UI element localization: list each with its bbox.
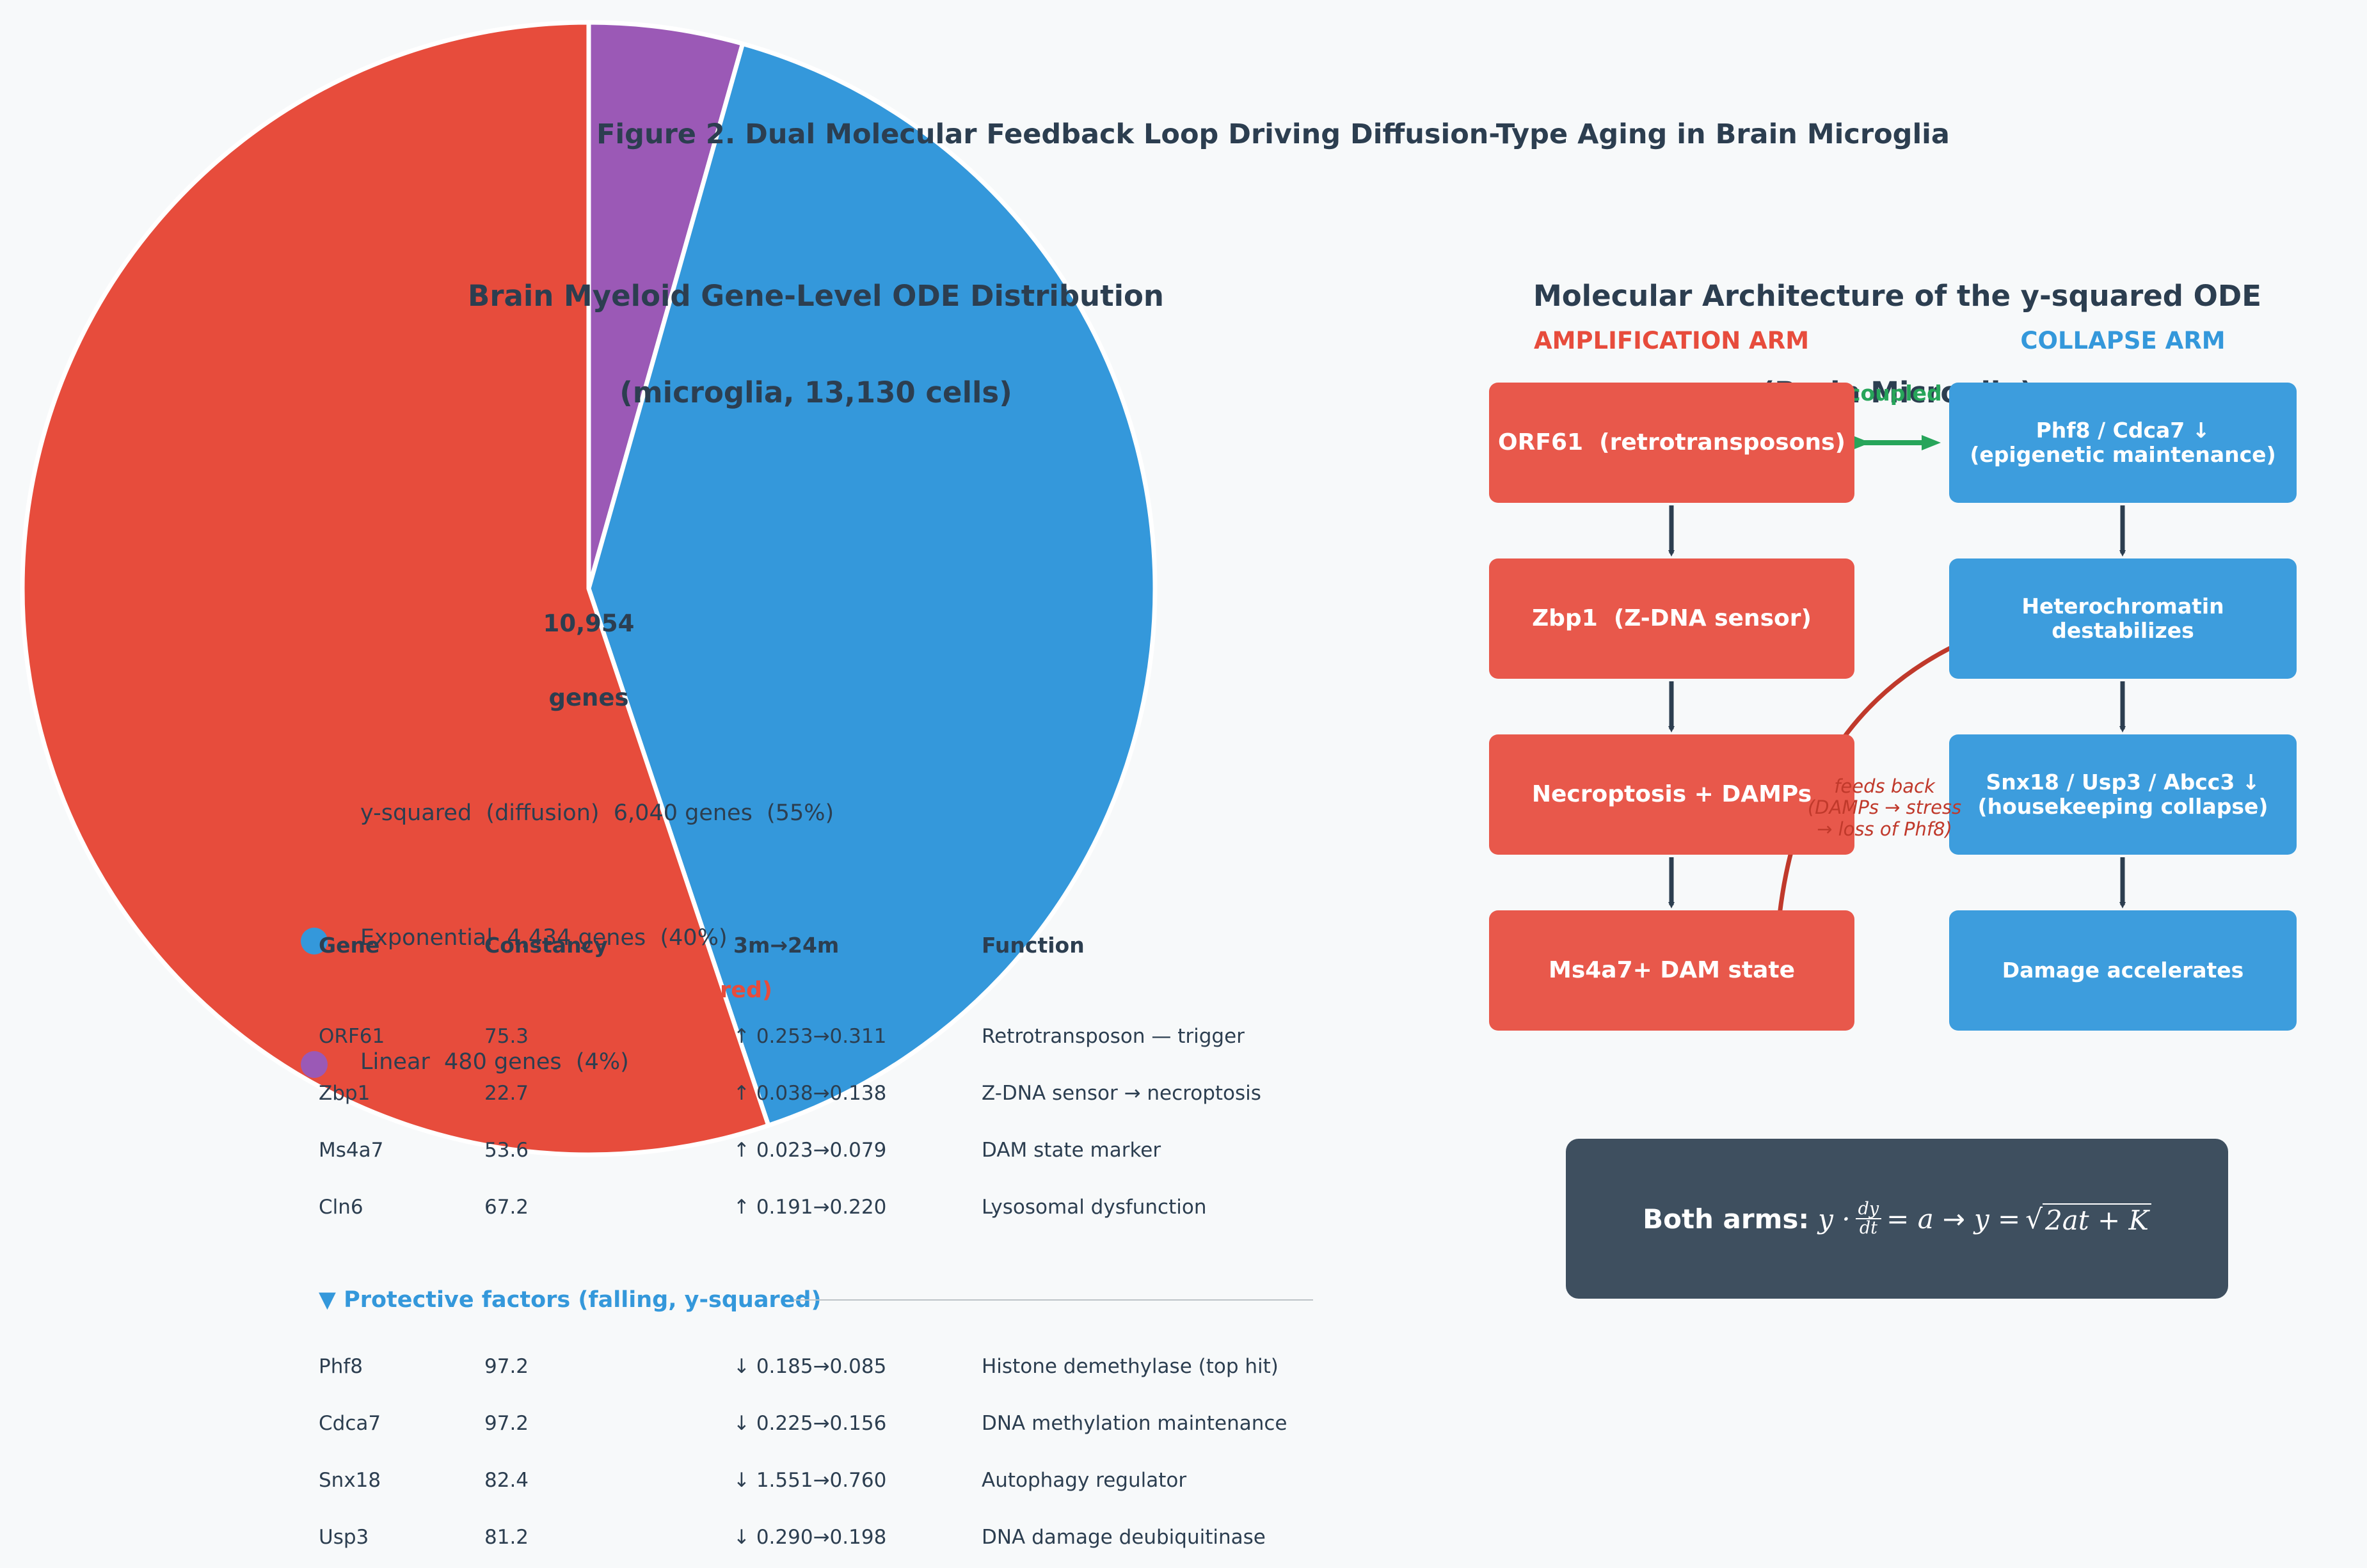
equation-rhs: y = bbox=[1973, 1203, 2021, 1235]
pie-panel-title: Brain Myeloid Gene-Level ODE Distributio… bbox=[368, 216, 1264, 473]
derivative-fraction: dy dt bbox=[1855, 1200, 1882, 1238]
protective-factors-heading: ▼ Protective factors (falling, y-squared… bbox=[319, 1287, 822, 1313]
pie-title-line1: Brain Myeloid Gene-Level ODE Distributio… bbox=[468, 278, 1164, 313]
legend-item-linear: Linear 480 genes (4%) bbox=[360, 1049, 629, 1075]
pie-center-label: 10,954 genes bbox=[486, 562, 691, 761]
cell-function: Histone demethylase (top hit) bbox=[982, 1355, 1279, 1378]
cell-function: Z-DNA sensor → necroptosis bbox=[982, 1082, 1261, 1105]
amplification-box-orf61: ORF61 (retrotransposons) bbox=[1489, 383, 1854, 503]
equation-label: Both arms: bbox=[1643, 1203, 1810, 1235]
cell-function: Lysosomal dysfunction bbox=[982, 1196, 1207, 1219]
cell-gene: Zbp1 bbox=[319, 1082, 371, 1105]
equation-lhs: y · bbox=[1818, 1203, 1851, 1235]
cell-constancy: 67.2 bbox=[484, 1196, 529, 1219]
cell-change: ↓ 0.290→0.198 bbox=[733, 1526, 887, 1549]
rising-section-heading-fragment: red) bbox=[720, 978, 773, 1003]
cell-constancy: 97.2 bbox=[484, 1355, 529, 1378]
cell-change: ↑ 0.038→0.138 bbox=[733, 1082, 887, 1105]
cell-function: DNA damage deubiquitinase bbox=[982, 1526, 1266, 1549]
cell-gene: Usp3 bbox=[319, 1526, 369, 1549]
legend-item-ysquared: y-squared (diffusion) 6,040 genes (55%) bbox=[360, 800, 834, 826]
amplification-box-dam-state: Ms4a7+ DAM state bbox=[1489, 910, 1854, 1031]
fraction-denominator: dt bbox=[1859, 1218, 1877, 1238]
cell-constancy: 75.3 bbox=[484, 1025, 529, 1048]
cell-function: Retrotransposon — trigger bbox=[982, 1025, 1245, 1048]
cell-constancy: 81.2 bbox=[484, 1526, 529, 1549]
pie-center-unit: genes bbox=[548, 684, 629, 712]
cell-change: ↑ 0.253→0.311 bbox=[733, 1025, 887, 1048]
legend-dot-exponential bbox=[301, 928, 328, 954]
cell-change: ↑ 0.191→0.220 bbox=[733, 1196, 887, 1219]
table-header-constancy: Constancy bbox=[484, 933, 608, 958]
cell-constancy: 97.2 bbox=[484, 1412, 529, 1435]
cell-constancy: 22.7 bbox=[484, 1082, 529, 1105]
legend-dot-linear bbox=[301, 1051, 328, 1078]
pie-slice-exponential bbox=[586, 41, 1158, 1128]
equation-equals-a: = a bbox=[1886, 1203, 1934, 1235]
section-divider bbox=[793, 1299, 1313, 1301]
equation-formula: y · dy dt = a → y = √ 2at + K bbox=[1818, 1200, 2151, 1238]
amplification-box-necroptosis: Necroptosis + DAMPs bbox=[1489, 734, 1854, 855]
sqrt-sign: √ bbox=[2025, 1203, 2043, 1235]
fraction-numerator: dy bbox=[1855, 1200, 1882, 1219]
cell-gene: Ms4a7 bbox=[319, 1139, 384, 1162]
equation-arrow: → bbox=[1942, 1203, 1965, 1235]
cell-gene: Phf8 bbox=[319, 1355, 363, 1378]
cell-function: Autophagy regulator bbox=[982, 1469, 1187, 1492]
amplification-arm-heading: AMPLIFICATION ARM bbox=[1533, 327, 1810, 354]
collapse-arm-heading: COLLAPSE ARM bbox=[2020, 327, 2226, 354]
collapse-box-housekeeping: Snx18 / Usp3 / Abcc3 ↓ (housekeeping col… bbox=[1949, 734, 2297, 855]
cell-constancy: 82.4 bbox=[484, 1469, 529, 1492]
table-header-gene: Gene bbox=[319, 933, 380, 958]
collapse-box-phf8-cdca7: Phf8 / Cdca7 ↓ (epigenetic maintenance) bbox=[1949, 383, 2297, 503]
cell-constancy: 53.6 bbox=[484, 1139, 529, 1162]
pie-slice-y-squared-diffusion bbox=[20, 20, 771, 1157]
architecture-title-line1: Molecular Architecture of the y-squared … bbox=[1533, 278, 2262, 313]
feedback-label: feeds back (DAMPs → stress → loss of Phf… bbox=[1807, 775, 1962, 840]
pie-center-count: 10,954 bbox=[543, 609, 635, 637]
legend-item-exponential: Exponential 4,434 genes (40%) bbox=[360, 925, 728, 951]
cell-function: DAM state marker bbox=[982, 1139, 1161, 1162]
figure-title: Figure 2. Dual Molecular Feedback Loop D… bbox=[596, 118, 1950, 150]
table-header-change: 3m→24m bbox=[733, 933, 840, 958]
cell-gene: Snx18 bbox=[319, 1469, 381, 1492]
cell-function: DNA methylation maintenance bbox=[982, 1412, 1287, 1435]
sqrt-radicand: 2at + K bbox=[2043, 1203, 2151, 1236]
cell-change: ↓ 0.185→0.085 bbox=[733, 1355, 887, 1378]
coupled-label: coupled bbox=[1848, 381, 1942, 406]
cell-change: ↓ 1.551→0.760 bbox=[733, 1469, 887, 1492]
collapse-box-damage: Damage accelerates bbox=[1949, 910, 2297, 1031]
cell-change: ↑ 0.023→0.079 bbox=[733, 1139, 887, 1162]
cell-gene: ORF61 bbox=[319, 1025, 385, 1048]
table-header-function: Function bbox=[982, 933, 1085, 958]
amplification-box-zbp1: Zbp1 (Z-DNA sensor) bbox=[1489, 558, 1854, 679]
cell-gene: Cdca7 bbox=[319, 1412, 381, 1435]
cell-gene: Cln6 bbox=[319, 1196, 363, 1219]
collapse-box-heterochromatin: Heterochromatin destabilizes bbox=[1949, 558, 2297, 679]
equation-box: Both arms: y · dy dt = a → y = √ 2at + K bbox=[1566, 1139, 2228, 1299]
cell-change: ↓ 0.225→0.156 bbox=[733, 1412, 887, 1435]
pie-title-line2: (microglia, 13,130 cells) bbox=[619, 375, 1012, 409]
